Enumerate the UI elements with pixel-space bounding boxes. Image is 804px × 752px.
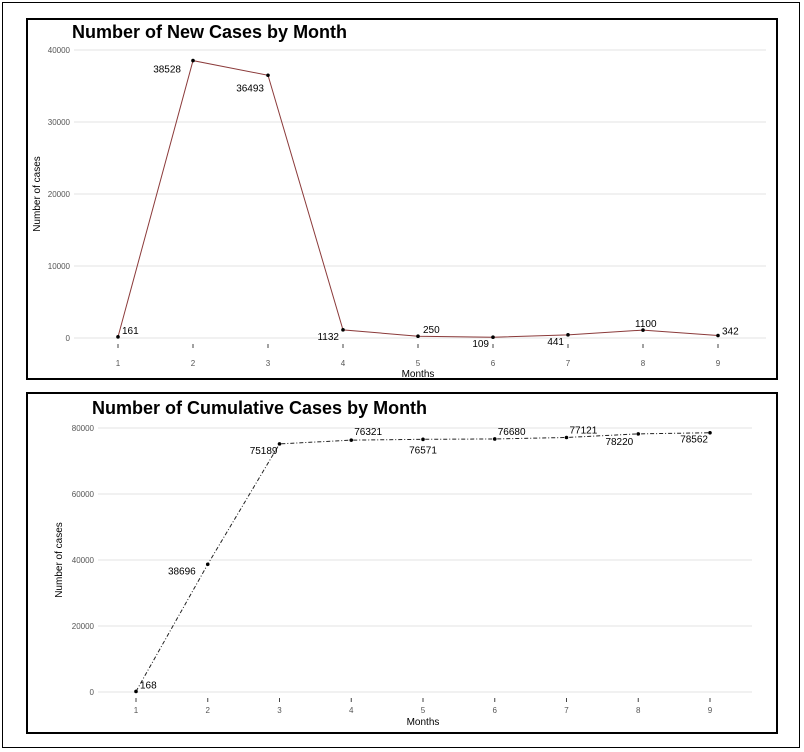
new-data-label: 161 bbox=[122, 326, 139, 337]
new-cases-chart-panel: Number of New Cases by Month 0 10000 20000… bbox=[26, 18, 778, 380]
cumulative-y-axis-label: Number of cases bbox=[54, 522, 65, 598]
new-x-tick-label: 6 bbox=[491, 359, 496, 368]
cumulative-x-tick-label: 8 bbox=[636, 706, 641, 715]
new-data-label: 1100 bbox=[635, 319, 657, 330]
cumulative-x-tick-label: 1 bbox=[134, 706, 139, 715]
new-data-label: 36493 bbox=[236, 83, 264, 94]
cumulative-x-axis-label: Months bbox=[407, 717, 440, 728]
new-x-tick-label: 2 bbox=[191, 359, 196, 368]
cumulative-data-label: 77121 bbox=[570, 426, 598, 437]
new-x-tick-label: 4 bbox=[341, 359, 346, 368]
cumulative-x-tick-label: 2 bbox=[206, 706, 211, 715]
cumulative-y-tick-label: 40000 bbox=[72, 556, 95, 565]
new-data-point bbox=[341, 328, 345, 332]
new-y-tick-label: 30000 bbox=[48, 118, 71, 127]
new-y-tick-label: 10000 bbox=[48, 262, 71, 271]
new-data-point bbox=[716, 333, 720, 338]
new-y-tick-label: 0 bbox=[66, 334, 71, 343]
new-data-point bbox=[266, 73, 270, 78]
new-x-tick-label: 3 bbox=[266, 359, 271, 368]
new-x-axis-label: Months bbox=[402, 369, 435, 380]
new-y-tick-label: 40000 bbox=[48, 46, 71, 55]
new-data-point bbox=[641, 328, 645, 332]
cumulative-x-tick-label: 6 bbox=[493, 706, 498, 715]
cumulative-data-label: 78220 bbox=[605, 437, 633, 448]
cumulative-x-tick-label: 9 bbox=[708, 706, 713, 715]
cumulative-data-label: 168 bbox=[140, 680, 157, 691]
cumulative-data-point bbox=[492, 437, 497, 441]
new-data-label: 109 bbox=[472, 339, 489, 350]
cumulative-x-tick-label: 5 bbox=[421, 706, 426, 715]
cumulative-data-point bbox=[134, 689, 138, 694]
cumulative-x-tick-label: 3 bbox=[277, 706, 282, 715]
new-data-label: 38528 bbox=[153, 65, 181, 76]
new-y-axis-label: Number of cases bbox=[32, 156, 43, 232]
cumulative-data-label: 75189 bbox=[250, 446, 278, 457]
cumulative-data-point bbox=[708, 430, 712, 435]
cumulative-data-label: 38696 bbox=[168, 566, 196, 577]
cumulative-data-point bbox=[205, 562, 210, 567]
cumulative-y-tick-label: 20000 bbox=[72, 622, 95, 631]
new-x-tick-label: 5 bbox=[416, 359, 421, 368]
cumulative-cases-chart: 0 20000 40000 60000 80000 1 2 3 4 5 6 7 8 9 Months Numb… bbox=[54, 424, 752, 728]
cumulative-cases-chart-title: Number of Cumulative Cases by Month bbox=[92, 398, 428, 418]
cumulative-data-point bbox=[349, 438, 354, 442]
cumulative-data-label: 76571 bbox=[409, 445, 437, 456]
new-data-label: 1132 bbox=[317, 332, 339, 343]
cumulative-series-line bbox=[135, 432, 711, 692]
new-y-tick-label: 20000 bbox=[48, 190, 71, 199]
cumulative-y-tick-label: 80000 bbox=[72, 424, 95, 433]
new-data-point bbox=[116, 335, 120, 339]
new-cases-chart-title: Number of New Cases by Month bbox=[72, 22, 348, 42]
cumulative-data-label: 76321 bbox=[354, 427, 382, 438]
new-x-tick-label: 1 bbox=[116, 359, 121, 368]
cumulative-cases-chart-panel: Number of Cumulative Cases by Month 0 200… bbox=[26, 392, 778, 734]
cumulative-data-point bbox=[421, 437, 425, 442]
cumulative-data-point bbox=[277, 442, 282, 446]
new-cases-chart: 0 10000 20000 30000 40000 1 2 3 4 5 6 7 8 9 Months Numb… bbox=[32, 46, 766, 380]
new-series-line bbox=[117, 60, 719, 338]
cumulative-data-label: 78562 bbox=[680, 435, 708, 446]
new-x-tick-label: 7 bbox=[566, 359, 571, 368]
new-x-tick-label: 8 bbox=[641, 359, 646, 368]
cumulative-data-point bbox=[564, 435, 569, 440]
cumulative-y-tick-label: 60000 bbox=[72, 490, 95, 499]
new-x-tick-label: 9 bbox=[716, 359, 721, 368]
new-data-point bbox=[491, 335, 495, 340]
cumulative-y-tick-label: 0 bbox=[90, 688, 95, 697]
new-data-point bbox=[566, 333, 570, 337]
cumulative-x-tick-label: 7 bbox=[564, 706, 569, 715]
cumulative-data-label: 76680 bbox=[498, 427, 526, 438]
new-data-label: 342 bbox=[722, 327, 739, 338]
cumulative-data-point bbox=[636, 432, 641, 436]
new-data-point bbox=[416, 334, 420, 339]
cumulative-x-tick-label: 4 bbox=[349, 706, 354, 715]
new-data-label: 441 bbox=[547, 337, 564, 348]
new-data-label: 250 bbox=[423, 325, 440, 336]
new-data-point bbox=[191, 58, 195, 63]
